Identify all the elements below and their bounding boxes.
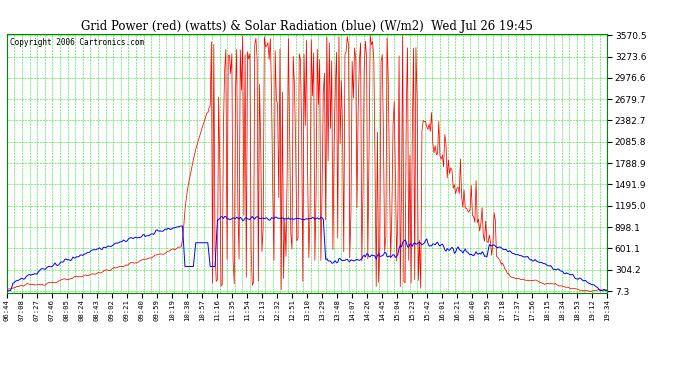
Text: Copyright 2006 Cartronics.com: Copyright 2006 Cartronics.com	[10, 38, 144, 46]
Title: Grid Power (red) (watts) & Solar Radiation (blue) (W/m2)  Wed Jul 26 19:45: Grid Power (red) (watts) & Solar Radiati…	[81, 20, 533, 33]
